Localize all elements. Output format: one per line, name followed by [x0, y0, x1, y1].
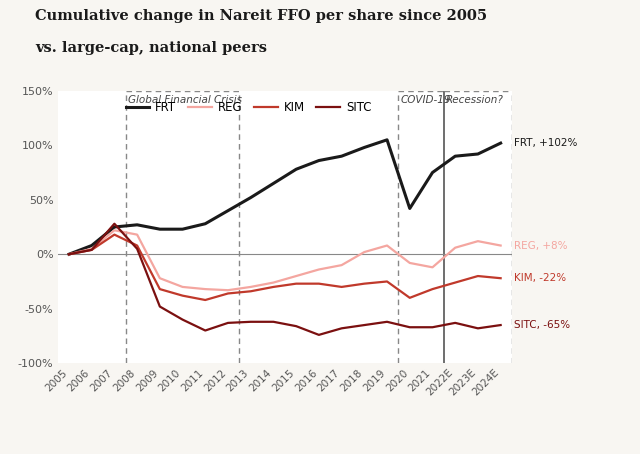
Text: Cumulative change in Nareit FFO per share since 2005: Cumulative change in Nareit FFO per shar… — [35, 9, 487, 23]
Text: FRT, +102%: FRT, +102% — [515, 138, 578, 148]
Text: SITC, -65%: SITC, -65% — [515, 320, 570, 330]
Legend: FRT, REG, KIM, SITC: FRT, REG, KIM, SITC — [121, 97, 376, 119]
Text: COVID-19: COVID-19 — [401, 95, 451, 105]
Text: Global Financial Crisis: Global Financial Crisis — [128, 95, 242, 105]
Text: vs. large-cap, national peers: vs. large-cap, national peers — [35, 41, 268, 55]
Text: Recession?: Recession? — [446, 95, 504, 105]
Text: KIM, -22%: KIM, -22% — [515, 273, 566, 283]
Text: REG, +8%: REG, +8% — [515, 241, 568, 251]
